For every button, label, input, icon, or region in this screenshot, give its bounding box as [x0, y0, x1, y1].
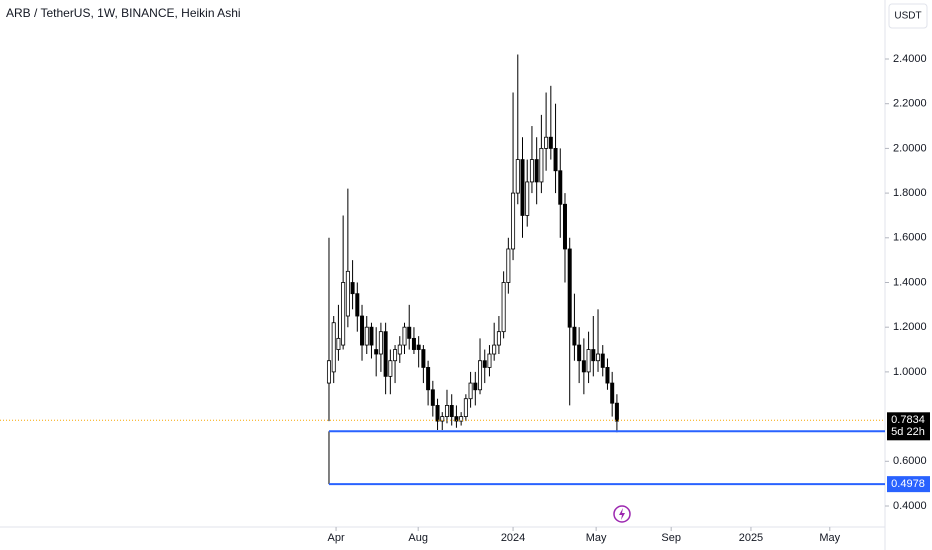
candle-body [600, 353, 605, 368]
last-price-label: 0.7834 [891, 414, 925, 426]
candle-body [421, 349, 426, 368]
candle-body [539, 148, 544, 183]
currency-button[interactable] [888, 3, 928, 29]
candle-body [345, 270, 350, 317]
candle-body [360, 315, 365, 346]
candle-body [355, 293, 360, 317]
y-tick-label: 1.4000 [893, 276, 927, 288]
candle-body [393, 349, 398, 362]
candle-body [605, 367, 610, 384]
candle-body [364, 326, 369, 346]
candle-body [562, 203, 567, 250]
candle-body [482, 360, 487, 368]
y-tick-label: 2.4000 [893, 53, 927, 65]
currency-label[interactable]: USDT [894, 11, 921, 22]
x-tick-label: Apr [328, 532, 345, 544]
candle-body [558, 170, 563, 205]
candle-body [577, 344, 582, 362]
event-icon[interactable] [613, 505, 631, 523]
y-tick-label: 1.2000 [893, 321, 927, 333]
candle-body [567, 248, 572, 328]
candle-body [544, 136, 549, 149]
candle-body [534, 159, 539, 183]
candle-body [407, 326, 412, 339]
candle-body [492, 344, 497, 355]
candle-body [369, 326, 374, 346]
candle-body [478, 360, 483, 391]
candle-body [487, 353, 492, 368]
level-label: 0.4978 [891, 478, 925, 490]
x-tick-label: May [819, 532, 840, 544]
candle-body [326, 360, 331, 384]
candle-body [468, 382, 473, 400]
chart-title: ARB / TetherUS, 1W, BINANCE, Heikin Ashi [6, 6, 241, 20]
candle-body [378, 331, 383, 355]
candle-body [515, 159, 520, 194]
candle-body [614, 402, 619, 422]
x-tick-label: May [586, 532, 607, 544]
candle-body [449, 405, 454, 417]
countdown-label: 5d 22h [891, 426, 925, 438]
x-tick-label: 2025 [739, 532, 763, 544]
candle-body [341, 282, 346, 346]
candle-body [402, 326, 407, 346]
candle-body [586, 349, 591, 373]
candle-body [440, 416, 445, 422]
x-tick-label: 2024 [501, 532, 525, 544]
y-tick-label: 1.6000 [893, 232, 927, 244]
y-tick-label: 0.4000 [893, 500, 927, 512]
candle-body [331, 322, 336, 373]
candle-body [336, 337, 341, 350]
candle-body [416, 344, 421, 350]
candle-body [511, 192, 516, 250]
candle-body [459, 416, 464, 422]
candle-body [529, 159, 534, 183]
candle-body [444, 405, 449, 417]
candle-body [572, 326, 577, 346]
candle-body [525, 181, 530, 216]
candle-body [553, 148, 558, 172]
candle-body [501, 282, 506, 333]
candle-body [397, 344, 402, 355]
candle-body [383, 331, 388, 377]
candle-body [430, 389, 435, 406]
candle-body [374, 349, 379, 355]
y-tick-label: 0.6000 [893, 455, 927, 467]
x-tick-label: Sep [661, 532, 681, 544]
candle-body [496, 331, 501, 346]
candle-body [463, 398, 468, 417]
candle-body [548, 136, 553, 149]
y-tick-label: 1.8000 [893, 187, 927, 199]
candle-body [388, 360, 393, 377]
last-price-bg [887, 412, 930, 441]
x-tick-label: Aug [408, 532, 428, 544]
candle-body [581, 360, 586, 373]
candle-body [610, 382, 615, 404]
candle-body [591, 349, 596, 362]
candle-body [411, 337, 416, 350]
y-tick-label: 2.2000 [893, 98, 927, 110]
candle-body [506, 248, 511, 283]
candle-body [473, 382, 478, 391]
candle-body [350, 282, 355, 295]
candle-body [435, 405, 440, 422]
candle-body [596, 353, 601, 362]
candle-body [454, 416, 459, 422]
candle-body [426, 367, 431, 391]
y-tick-label: 1.0000 [893, 366, 927, 378]
level-label-bg [887, 476, 930, 493]
candle-body [520, 159, 525, 216]
y-tick-label: 2.0000 [893, 142, 927, 154]
